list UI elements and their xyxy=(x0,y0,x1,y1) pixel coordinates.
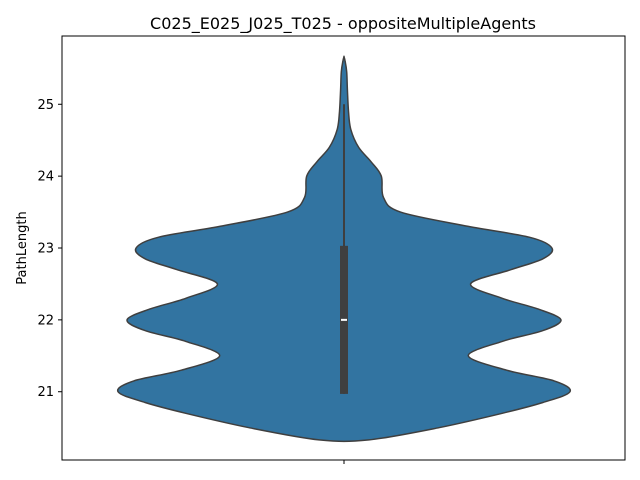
plot-area xyxy=(116,55,572,443)
y-tick-label: 21 xyxy=(37,385,54,400)
chart-title: C025_E025_J025_T025 - oppositeMultipleAg… xyxy=(150,14,536,34)
y-tick-label: 23 xyxy=(37,242,54,257)
y-tick-label: 24 xyxy=(37,170,54,185)
y-tick-label: 25 xyxy=(37,98,54,113)
y-axis-label: PathLength xyxy=(15,211,30,284)
y-tick-label: 22 xyxy=(37,313,54,328)
y-axis: 21 22 23 24 25 xyxy=(37,98,62,400)
